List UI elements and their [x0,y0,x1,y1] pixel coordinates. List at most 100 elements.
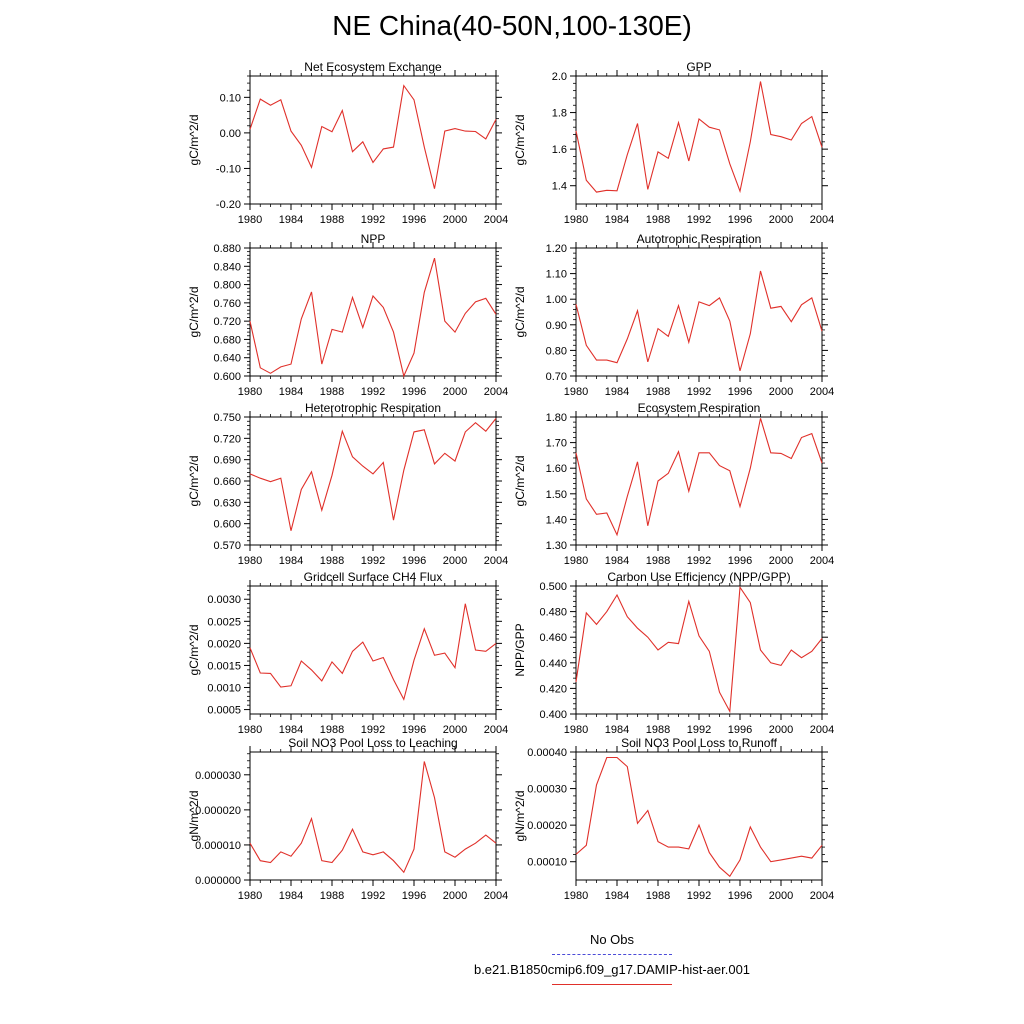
x-tick-label: 1988 [320,724,344,736]
x-tick-label: 2004 [484,724,508,736]
y-tick-label: 0.00 [220,128,241,140]
y-tick-label: 0.420 [539,683,567,695]
panel-title: Soil NO3 Pool Loss to Leaching [288,736,457,750]
y-tick-label: 0.0015 [207,660,241,672]
x-tick-label: 2000 [443,555,467,567]
y-tick-label: 0.680 [213,334,241,346]
y-tick-label: 0.0025 [207,616,241,628]
y-axis-label: gC/m^2/d [513,287,527,338]
plot-frame [249,75,497,205]
series-line [575,270,823,372]
x-tick-label: 1996 [728,386,752,398]
y-tick-label: 0.00020 [527,820,567,832]
x-tick-label: 2004 [484,555,508,567]
legend-model-line [552,984,672,985]
y-tick-label: 0.00010 [527,857,567,869]
panel-3: NPP gC/m^2/d 0.600 0.640 0.680 0.720 0.760 0.80… [187,232,508,398]
plot-frame [575,75,823,205]
series-line [249,257,497,378]
x-tick-label: 1988 [320,386,344,398]
panel-10: Soil NO3 Pool Loss to RunoffgN/m^2/d0.00… [513,736,834,902]
y-tick-label: 1.30 [546,540,567,552]
x-tick-label: 1996 [402,555,426,567]
y-tick-label: 1.70 [546,438,567,450]
panel-7: Gridcell Surface CH4 Flux gC/m^2/d 0.0005 0… [187,570,508,736]
x-tick-label: 1984 [605,724,629,736]
x-tick-label: 1988 [320,555,344,567]
x-tick-label: 1992 [687,214,711,226]
y-tick-label: 0.840 [213,261,241,273]
x-tick-label: 1984 [605,214,629,226]
panel-1: Net Ecosystem Exchange gC/m^2/d -0.20 -0.10… [187,60,508,226]
x-tick-label: 1980 [564,555,588,567]
x-tick-label: 2000 [443,724,467,736]
y-axis-label: gC/m^2/d [513,115,527,166]
x-tick-label: 1980 [238,724,262,736]
y-tick-label: 0.10 [220,92,241,104]
x-tick-label: 1980 [238,890,262,902]
x-tick-label: 1980 [564,214,588,226]
x-tick-label: 1996 [728,214,752,226]
x-tick-label: 1988 [646,386,670,398]
y-tick-label: 1.4 [552,181,567,193]
x-tick-label: 2000 [769,890,793,902]
x-tick-label: 1992 [687,724,711,736]
y-axis-label: gC/m^2/d [187,115,201,166]
y-tick-label: 0.460 [539,632,567,644]
plot-frame [575,585,823,715]
plot-frame [249,247,497,377]
y-tick-label: 0.00040 [527,747,567,759]
panel-5: Heterotrophic Respiration gC/m^2/d 0.570 0.… [187,401,508,567]
y-tick-label: 1.6 [552,144,567,156]
panel-4: Autotrophic Respiration gC/m^2/d 0.70 0.80 0… [513,232,834,398]
x-tick-label: 2004 [484,386,508,398]
legend-model-label: b.e21.B1850cmip6.f09_g17.DAMIP-hist-aer.… [473,962,751,977]
y-tick-label: 1.80 [546,412,567,424]
y-tick-label: 0.500 [539,581,567,593]
y-tick-label: 1.60 [546,463,567,475]
panel-9: Soil NO3 Pool Loss to LeachinggN/m^2/d0.… [187,736,508,902]
y-tick-label: 0.00030 [527,784,567,796]
panel-title: Heterotrophic Respiration [305,401,441,415]
x-tick-label: 2004 [810,890,834,902]
y-tick-label: 0.660 [213,476,241,488]
legend-obs-line [552,954,672,955]
y-axis-label: gC/m^2/d [187,456,201,507]
x-tick-label: 1988 [646,555,670,567]
x-tick-label: 1988 [320,890,344,902]
x-tick-label: 1996 [728,724,752,736]
x-tick-label: 1996 [402,890,426,902]
y-tick-label: 0.400 [539,709,567,721]
y-tick-label: 0.630 [213,497,241,509]
x-tick-label: 1980 [238,386,262,398]
y-tick-label: 0.0010 [207,683,241,695]
y-axis-label: gC/m^2/d [187,625,201,676]
y-tick-label: 0.720 [213,316,241,328]
y-tick-label: 1.20 [546,243,567,255]
series-line [249,84,497,189]
x-tick-label: 1988 [646,214,670,226]
x-tick-label: 2004 [484,890,508,902]
x-tick-label: 2004 [810,214,834,226]
y-tick-label: 0.0020 [207,638,241,650]
series-line [575,585,823,714]
x-tick-label: 1984 [605,386,629,398]
x-tick-label: 1996 [402,724,426,736]
x-tick-label: 2000 [769,724,793,736]
plot-frame [249,416,497,546]
x-tick-label: 1984 [605,890,629,902]
y-tick-label: 0.000010 [195,840,241,852]
panel-title: Net Ecosystem Exchange [304,60,442,74]
y-tick-label: 0.480 [539,607,567,619]
y-tick-label: 1.50 [546,489,567,501]
x-tick-label: 1992 [361,724,385,736]
y-tick-label: 0.440 [539,658,567,670]
x-tick-label: 1984 [279,724,303,736]
y-tick-label: 1.10 [546,269,567,281]
x-tick-label: 1992 [361,890,385,902]
y-tick-label: 0.0030 [207,594,241,606]
x-tick-label: 1992 [687,555,711,567]
panel-title: Ecosystem Respiration [638,401,761,415]
series-line [575,756,823,878]
